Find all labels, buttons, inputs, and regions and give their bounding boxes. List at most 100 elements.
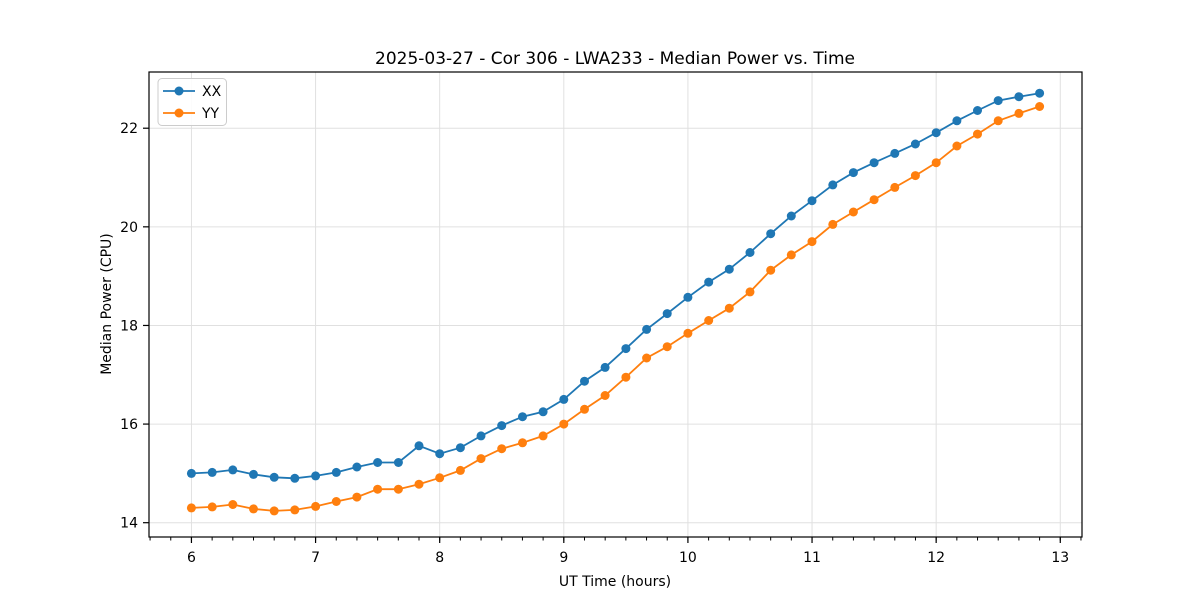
data-point-yy <box>724 303 734 313</box>
data-point-yy <box>207 502 217 512</box>
data-point-yy <box>414 479 424 489</box>
data-point-yy <box>828 219 838 229</box>
data-point-yy <box>1014 108 1024 118</box>
data-point-yy <box>373 484 383 494</box>
data-point-xx <box>704 277 714 287</box>
data-point-yy <box>848 207 858 217</box>
data-point-yy <box>249 504 258 514</box>
data-point-yy <box>331 497 341 506</box>
data-point-yy <box>952 141 962 151</box>
data-point-xx <box>455 443 465 453</box>
y-tick-label: 20 <box>120 220 138 236</box>
y-tick-label: 16 <box>120 417 138 433</box>
data-point-yy <box>600 391 610 400</box>
data-point-xx <box>786 211 796 221</box>
data-point-yy <box>621 372 631 382</box>
legend-label-yy: YY <box>201 106 220 122</box>
data-point-xx <box>186 468 196 478</box>
data-point-yy <box>786 250 796 260</box>
data-point-xx <box>207 467 217 477</box>
data-point-yy <box>538 431 548 441</box>
x-tick-label: 8 <box>435 550 444 566</box>
data-point-yy <box>869 195 879 205</box>
data-point-xx <box>497 421 507 431</box>
data-point-xx <box>745 248 755 257</box>
data-point-xx <box>910 139 920 149</box>
x-tick-label: 12 <box>927 550 945 566</box>
gridlines <box>149 72 1082 537</box>
tick-labels: 6 7 8 9 10 11 12 13 14 16 18 20 22 <box>120 121 1069 566</box>
data-point-yy <box>269 506 279 516</box>
data-point-xx <box>518 412 527 422</box>
data-point-yy <box>662 342 672 352</box>
y-tick-label: 22 <box>120 121 138 137</box>
data-point-xx <box>290 473 300 483</box>
data-point-xx <box>973 106 982 115</box>
data-point-xx <box>931 128 941 138</box>
data-point-yy <box>993 116 1003 126</box>
y-axis-label: Median Power (CPU) <box>99 233 115 375</box>
series-line-xx <box>191 92 1040 480</box>
y-tick-label: 14 <box>120 516 138 532</box>
data-point-xx <box>890 148 900 158</box>
data-point-xx <box>766 229 776 239</box>
data-point-yy <box>393 484 403 494</box>
data-point-yy <box>683 328 693 338</box>
chart-title: 2025-03-27 - Cor 306 - LWA233 - Median P… <box>375 49 855 69</box>
data-point-xx <box>1014 92 1024 102</box>
y-tick-label: 18 <box>120 318 138 334</box>
axis-ticks <box>143 127 1082 543</box>
data-point-yy <box>497 444 507 454</box>
data-point-xx <box>724 264 734 274</box>
data-point-yy <box>311 501 321 511</box>
data-point-xx <box>621 344 631 354</box>
data-point-yy <box>642 353 652 363</box>
x-tick-label: 13 <box>1051 550 1069 566</box>
data-point-xx <box>393 458 403 467</box>
data-point-yy <box>186 503 196 513</box>
data-point-yy <box>910 171 920 181</box>
data-point-xx <box>373 458 383 467</box>
data-point-xx <box>228 465 238 475</box>
data-point-yy <box>476 454 486 464</box>
data-series <box>186 88 1045 516</box>
data-point-xx <box>559 394 569 404</box>
data-point-xx <box>331 467 341 477</box>
data-point-xx <box>352 462 362 472</box>
data-point-xx <box>662 309 672 319</box>
x-tick-label: 11 <box>803 550 821 566</box>
data-point-xx <box>869 158 879 168</box>
data-point-yy <box>931 158 941 168</box>
legend-label-xx: XX <box>202 84 222 100</box>
data-point-xx <box>993 96 1003 106</box>
x-tick-label: 10 <box>679 550 697 566</box>
data-point-yy <box>973 129 982 139</box>
data-point-yy <box>290 505 300 515</box>
data-point-yy <box>352 492 362 502</box>
legend-marker-xx-icon <box>174 86 184 96</box>
data-point-xx <box>311 471 321 481</box>
data-point-yy <box>580 404 589 414</box>
data-point-xx <box>538 407 548 417</box>
data-point-xx <box>600 362 610 372</box>
data-point-yy <box>704 316 714 325</box>
data-point-xx <box>848 168 858 178</box>
data-point-xx <box>683 292 693 302</box>
data-point-xx <box>952 116 962 126</box>
legend: XX YY <box>157 78 227 126</box>
x-axis-label: UT Time (hours) <box>559 574 671 590</box>
series-line-yy <box>191 105 1040 512</box>
legend-marker-yy-icon <box>174 108 184 118</box>
data-point-xx <box>642 324 652 334</box>
legend-item-xx: XX <box>163 84 222 100</box>
data-point-yy <box>435 473 445 483</box>
data-point-yy <box>807 237 817 247</box>
x-tick-label: 6 <box>187 550 196 566</box>
data-point-yy <box>518 438 527 448</box>
data-point-yy <box>745 287 755 297</box>
data-point-xx <box>580 376 589 386</box>
data-point-xx <box>1035 88 1045 98</box>
data-point-xx <box>435 449 445 459</box>
